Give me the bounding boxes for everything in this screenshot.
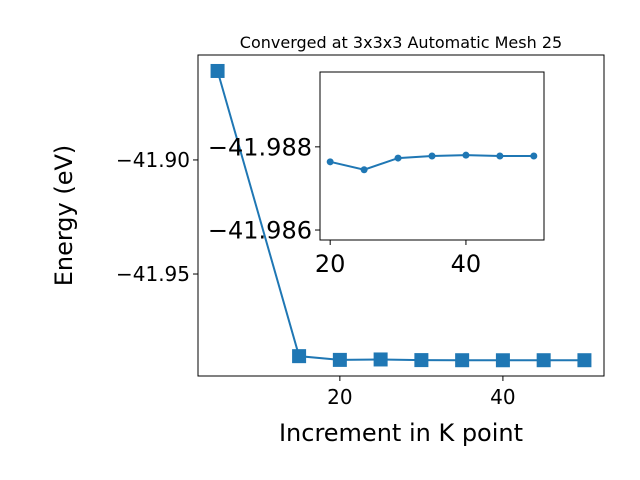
marker [414, 353, 429, 368]
marker [536, 353, 551, 368]
x-tick-label: 20 [327, 385, 352, 409]
x-tick-label: 40 [451, 250, 482, 278]
marker [360, 166, 368, 174]
marker [210, 63, 225, 78]
marker [530, 152, 538, 160]
x-axis-label: Increment in K point [279, 419, 523, 447]
y-tick-label: −41.988 [208, 133, 312, 161]
marker [326, 158, 334, 166]
y-axis-label: Energy (eV) [50, 145, 78, 287]
marker [292, 349, 307, 364]
marker [394, 154, 402, 162]
y-tick-label: −41.95 [116, 262, 190, 286]
marker [577, 353, 592, 368]
marker [373, 352, 388, 367]
marker [495, 353, 510, 368]
marker [496, 152, 504, 160]
y-tick-label: −41.986 [208, 217, 312, 245]
marker [455, 353, 470, 368]
x-tick-label: 40 [490, 385, 515, 409]
y-tick-label: −41.90 [116, 148, 190, 172]
chart-title: Converged at 3x3x3 Automatic Mesh 25 [240, 33, 562, 52]
marker [462, 151, 470, 159]
marker [428, 152, 436, 160]
marker [332, 352, 347, 367]
x-tick-label: 20 [315, 250, 346, 278]
